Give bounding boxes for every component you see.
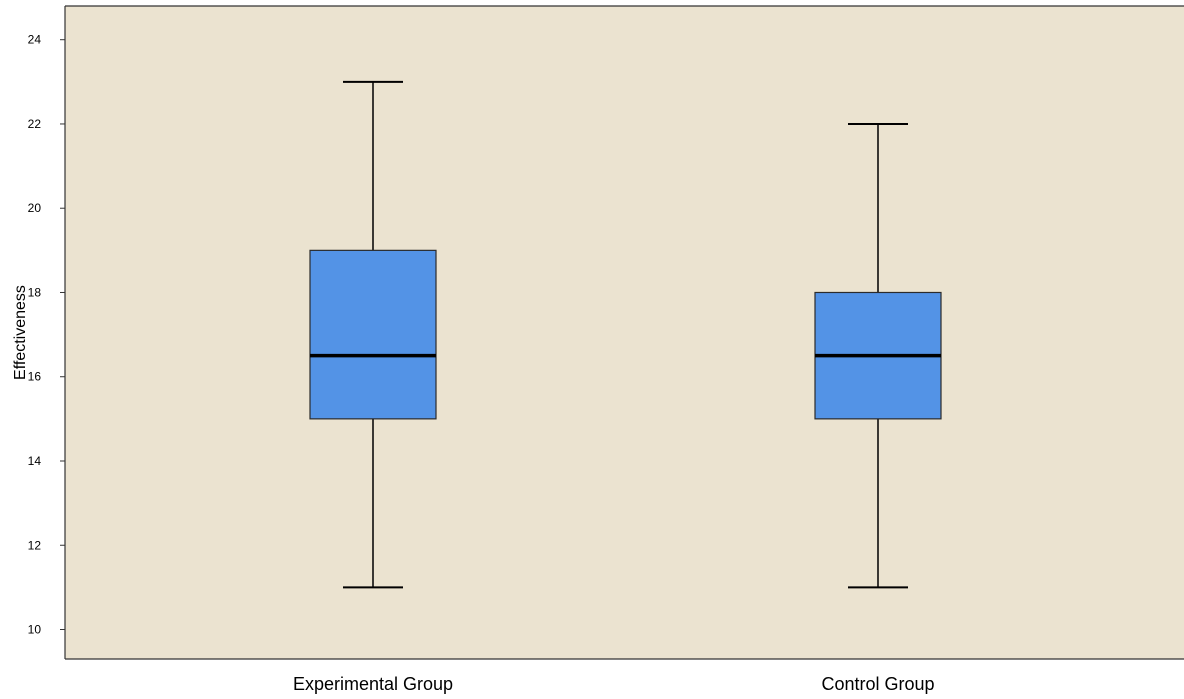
- y-tick-label: 10: [28, 623, 42, 637]
- plot-area: [65, 6, 1184, 659]
- y-tick-label: 20: [28, 201, 42, 215]
- x-category-label: Experimental Group: [293, 674, 453, 694]
- y-axis: 10 12 14 16 18 20 22 24: [28, 5, 1184, 659]
- x-category-label: Control Group: [821, 674, 934, 694]
- y-tick-label: 22: [28, 117, 42, 131]
- y-tick-label: 12: [28, 538, 42, 552]
- y-tick-label: 16: [28, 370, 42, 384]
- y-tick-label: 24: [28, 33, 42, 47]
- y-axis-label: Effectiveness: [12, 285, 29, 380]
- box-group: [309, 80, 437, 589]
- boxes-layer: [309, 80, 942, 589]
- y-tick-label: 18: [28, 285, 42, 299]
- y-tick-label: 14: [28, 454, 42, 468]
- box-group: [814, 122, 942, 589]
- iqr-box: [309, 249, 437, 420]
- x-axis: Experimental Group Control Group: [65, 658, 1184, 694]
